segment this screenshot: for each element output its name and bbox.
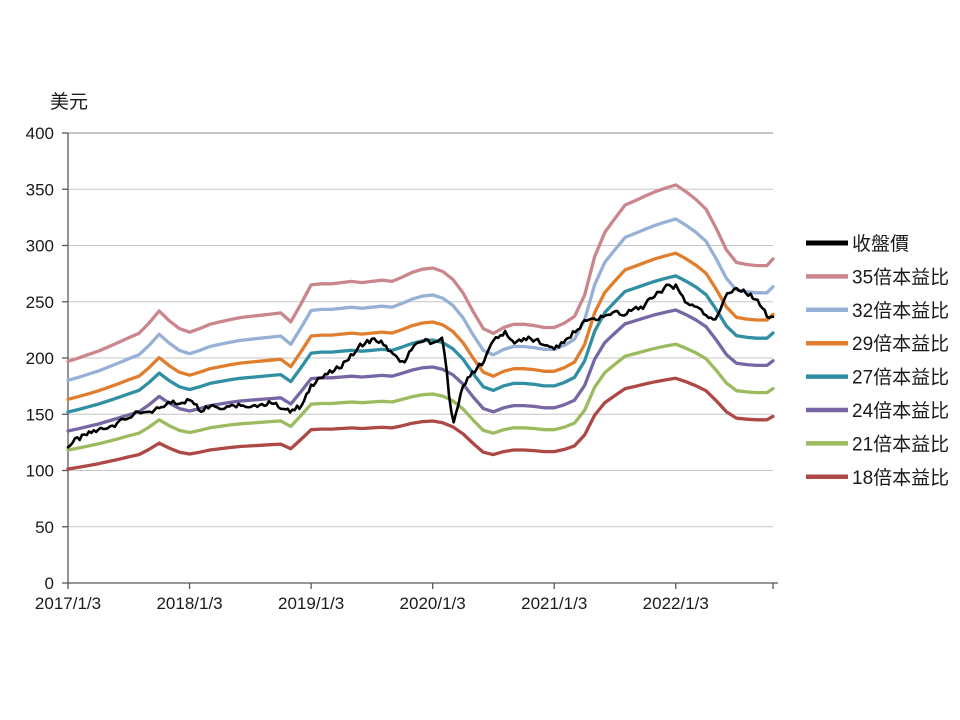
series-pe24-line [66,308,775,433]
legend-item-pe24: 24倍本益比 [806,400,949,422]
legend-item-pe35: 35倍本益比 [806,266,949,288]
gridlines [68,132,773,528]
legend-label-pe18: 18倍本益比 [852,467,949,489]
x-tick-label: 2017/1/3 [35,594,101,613]
legend-item-pe32: 32倍本益比 [806,300,949,322]
y-tick-label: 150 [26,405,54,424]
legend-label-pe24: 24倍本益比 [852,400,949,422]
y-tick-label: 50 [35,518,54,537]
legend-label-pe27: 27倍本益比 [852,367,949,389]
series-close-line [66,283,775,449]
legend-item-close: 收盤價 [806,233,909,255]
y-tick-label: 0 [45,574,54,593]
y-axis-title: 美元 [50,91,88,113]
series-pe32-line [66,217,775,382]
axes [62,132,778,589]
x-tick-label: 2021/1/3 [521,594,587,613]
series-pe29-line [66,251,775,401]
legend-label-pe29: 29倍本益比 [852,333,949,355]
y-tick-label: 350 [26,180,54,199]
close-price-line [66,283,775,449]
x-tick-label: 2018/1/3 [156,594,222,613]
legend-label-pe32: 32倍本益比 [852,300,949,322]
series-pe35-line [66,183,775,363]
series-pe18-line [66,376,775,471]
legend-item-pe27: 27倍本益比 [806,367,949,389]
legend-label-close: 收盤價 [852,233,909,255]
series-pe21-line [66,342,775,452]
y-tick-label: 100 [26,462,54,481]
legend-label-pe21: 21倍本益比 [852,433,949,455]
pe-band-lines [66,183,775,471]
legend: 收盤價 35倍本益比 32倍本益比 29倍本益比 27倍本益比 24倍本益比 21倍本益比 1… [806,233,949,489]
x-tick-label: 2020/1/3 [400,594,466,613]
legend-label-pe35: 35倍本益比 [852,266,949,288]
y-tick-label: 200 [26,349,54,368]
y-tick-label: 400 [26,124,54,143]
legend-item-pe29: 29倍本益比 [806,333,949,355]
y-tick-label: 300 [26,237,54,256]
y-tick-label: 250 [26,293,54,312]
axis-labels: 0 50 100 150 200 250 300 350 400 2017/1/3 2018/1/3… [26,124,709,613]
legend-item-pe18: 18倍本益比 [806,467,949,489]
legend-item-pe21: 21倍本益比 [806,433,949,455]
x-tick-label: 2022/1/3 [643,594,709,613]
x-tick-label: 2019/1/3 [278,594,344,613]
